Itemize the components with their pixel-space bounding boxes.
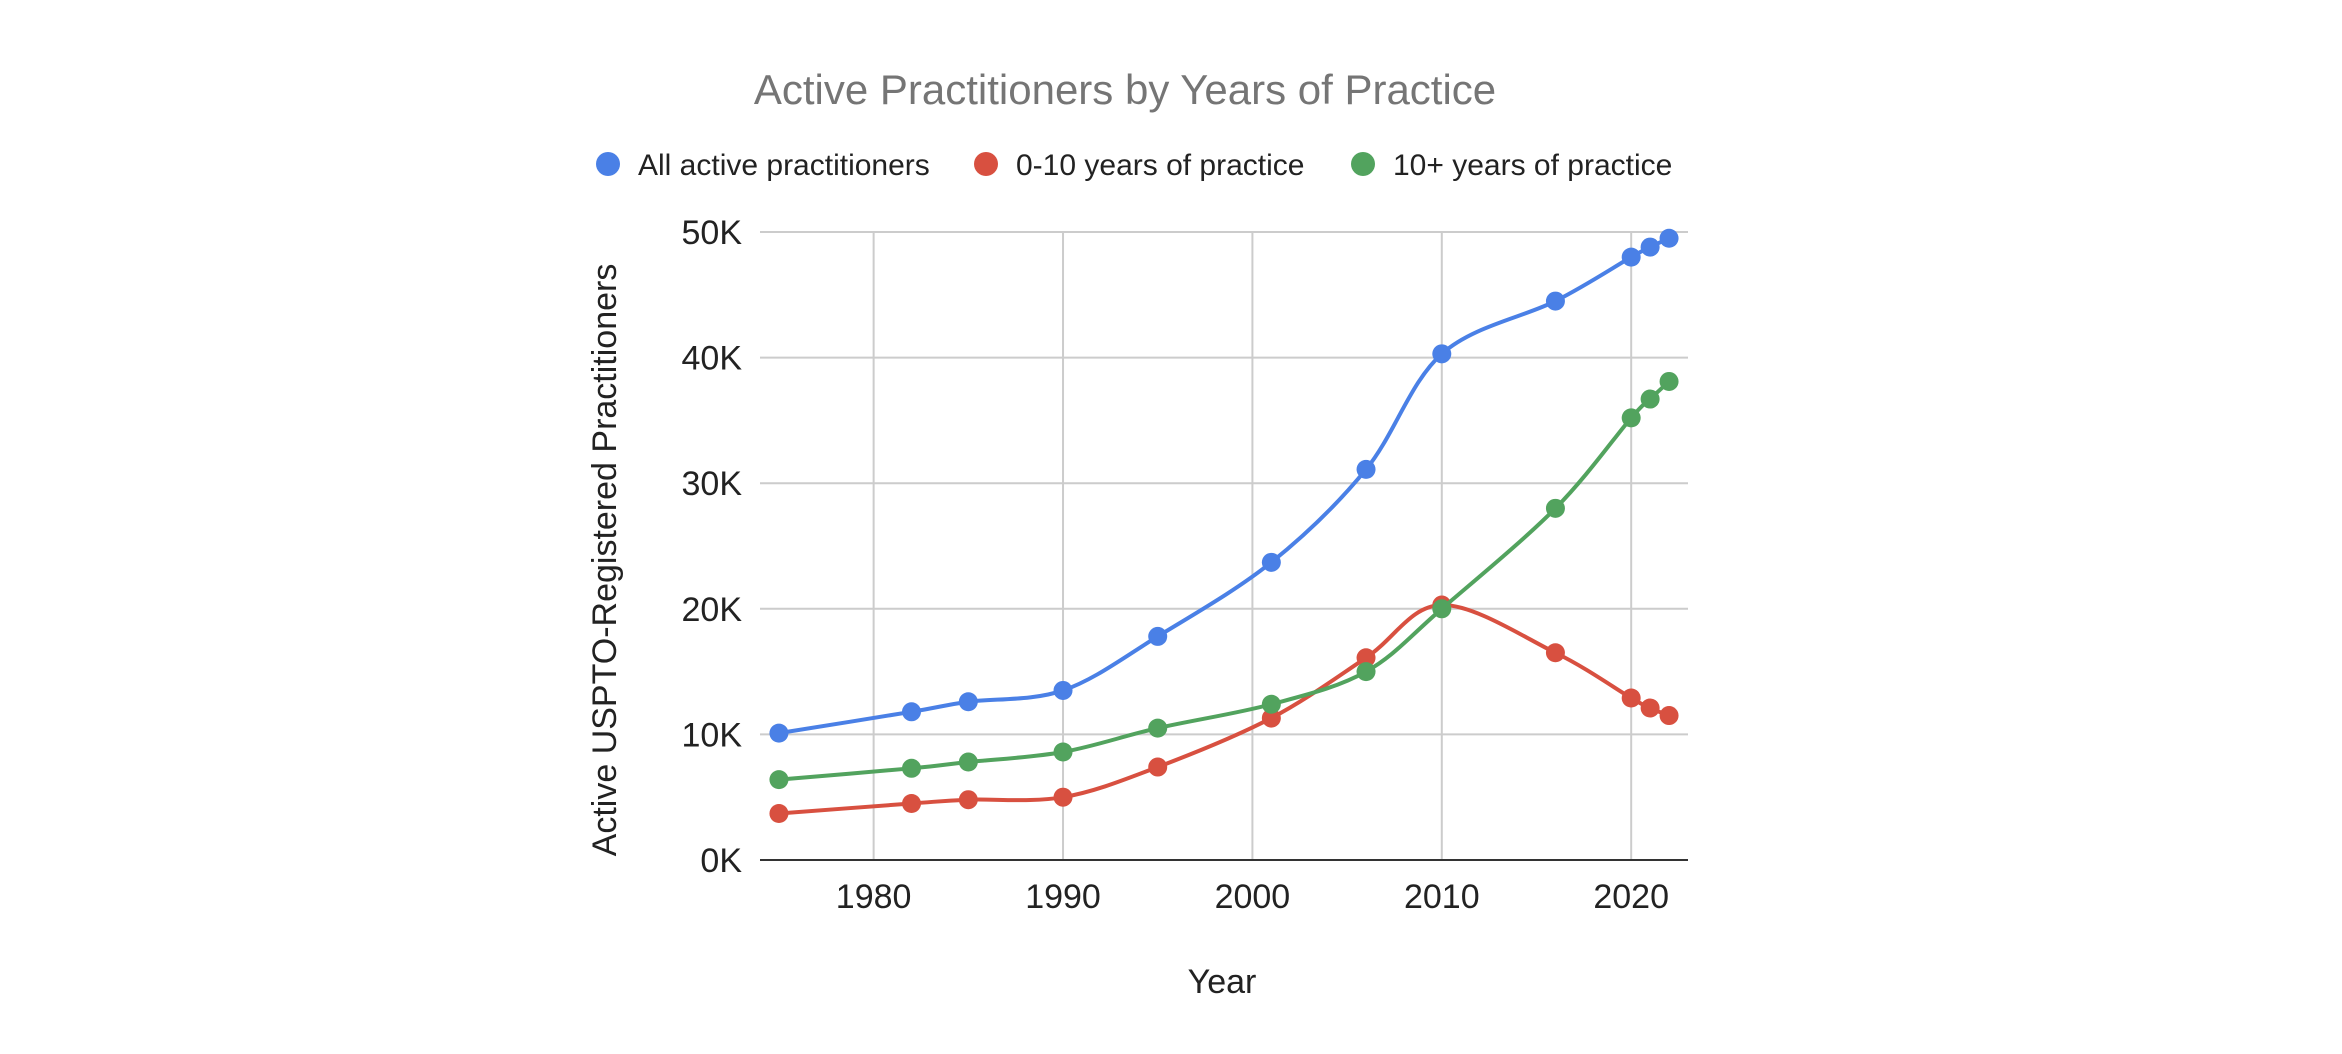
legend-marker	[1351, 152, 1375, 176]
data-point[interactable]	[1148, 757, 1168, 777]
data-point[interactable]	[1545, 643, 1565, 663]
data-point[interactable]	[769, 770, 789, 790]
data-point[interactable]	[1545, 291, 1565, 311]
y-tick-label: 30K	[682, 465, 743, 503]
x-tick-label: 1990	[1025, 878, 1101, 916]
data-point[interactable]	[1261, 552, 1281, 572]
legend: All active practitioners 0-10 years of pr…	[596, 149, 1672, 182]
data-point[interactable]	[1621, 688, 1641, 708]
legend-marker	[974, 152, 998, 176]
data-point[interactable]	[1621, 247, 1641, 267]
data-point[interactable]	[902, 793, 922, 813]
legend-label: 10+ years of practice	[1393, 149, 1672, 182]
data-point[interactable]	[1148, 626, 1168, 646]
y-tick-label: 50K	[682, 214, 743, 252]
data-point[interactable]	[902, 758, 922, 778]
data-point[interactable]	[1659, 706, 1679, 726]
data-point[interactable]	[1659, 228, 1679, 248]
x-tick-label: 1980	[836, 878, 912, 916]
data-point[interactable]	[1621, 408, 1641, 428]
data-point[interactable]	[1261, 694, 1281, 714]
gridlines	[760, 231, 1688, 860]
data-point[interactable]	[1356, 459, 1376, 479]
data-point[interactable]	[1356, 662, 1376, 682]
legend-item[interactable]: 10+ years of practice	[1351, 149, 1672, 182]
legend-item[interactable]: All active practitioners	[596, 149, 930, 182]
data-point[interactable]	[1640, 237, 1660, 257]
x-tick-label: 2020	[1593, 878, 1669, 916]
data-point[interactable]	[958, 692, 978, 712]
axes: 0K 10K 20K 30K 40K 50K 1980 1990 2000 2010 2020	[682, 214, 1688, 916]
data-point[interactable]	[1432, 599, 1452, 619]
y-axis-title: Active USPTO-Registered Practitioners	[586, 264, 624, 857]
series-3	[769, 371, 1679, 790]
data-point[interactable]	[1053, 680, 1073, 700]
series-1	[769, 228, 1679, 743]
x-tick-label: 2000	[1215, 878, 1291, 916]
data-point[interactable]	[1432, 344, 1452, 364]
data-point[interactable]	[1356, 648, 1376, 668]
y-tick-label: 10K	[682, 716, 743, 754]
data-point[interactable]	[1053, 787, 1073, 807]
data-point[interactable]	[958, 790, 978, 810]
legend-label: All active practitioners	[638, 149, 930, 182]
chart-title: Active Practitioners by Years of Practic…	[754, 66, 1496, 113]
data-point[interactable]	[769, 804, 789, 824]
data-point[interactable]	[1545, 498, 1565, 518]
data-point[interactable]	[958, 752, 978, 772]
data-point[interactable]	[1659, 371, 1679, 391]
data-point[interactable]	[1261, 708, 1281, 728]
legend-item[interactable]: 0-10 years of practice	[974, 149, 1304, 182]
x-tick-label: 2010	[1404, 878, 1480, 916]
data-point[interactable]	[769, 723, 789, 743]
legend-marker	[596, 152, 620, 176]
data-point[interactable]	[1640, 698, 1660, 718]
data-point[interactable]	[1053, 742, 1073, 762]
y-tick-label: 40K	[682, 340, 743, 378]
data-point[interactable]	[902, 702, 922, 722]
legend-label: 0-10 years of practice	[1016, 149, 1304, 182]
data-point[interactable]	[1148, 718, 1168, 738]
data-point[interactable]	[1640, 389, 1660, 409]
y-tick-label: 0K	[700, 842, 742, 880]
series-line	[778, 236, 1670, 736]
series	[769, 228, 1679, 824]
series-2	[769, 595, 1679, 824]
x-axis-title: Year	[1188, 963, 1257, 1001]
y-tick-label: 20K	[682, 591, 743, 629]
